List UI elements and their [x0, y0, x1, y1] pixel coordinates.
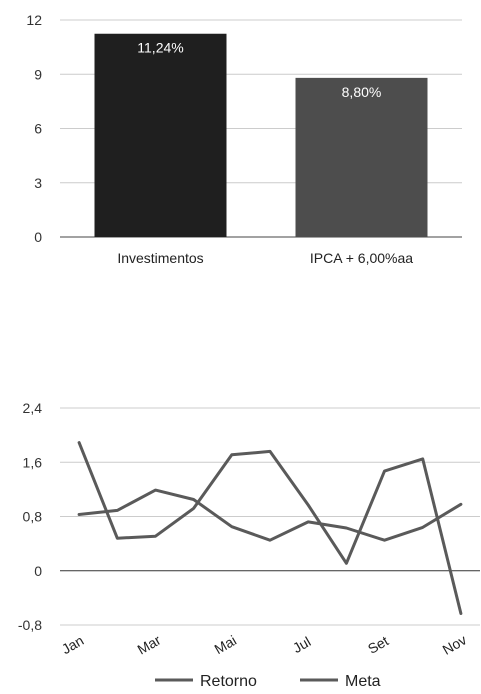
line-x-tick-label: Mai [212, 632, 240, 657]
line-y-tick-label: 0,8 [23, 509, 43, 525]
bar-category-label: IPCA + 6,00%aa [310, 250, 413, 266]
line-chart: -0,8 0 0,8 1,6 2,4 Jan Mar Mai Jul Set Nov Retorno M… [18, 400, 480, 690]
bar-chart: 0 3 6 9 12 11,24% Investimentos 8,80% IPCA + 6,0… [26, 12, 462, 266]
line-y-tick-label: 0 [34, 563, 42, 579]
bar [94, 33, 227, 237]
legend: Retorno Meta [155, 673, 381, 690]
bar [295, 77, 428, 237]
bar-data-label: 8,80% [342, 84, 382, 100]
bar-data-label: 11,24% [137, 40, 183, 56]
bar-y-tick-label: 0 [34, 229, 42, 245]
bar-y-tick-label: 3 [34, 175, 42, 191]
line-x-tick-label: Mar [135, 632, 164, 658]
line-x-tick-label: Nov [440, 632, 470, 658]
legend-label: Meta [345, 673, 381, 689]
line-x-tick-label: Jul [290, 633, 314, 656]
line-y-tick-label: -0,8 [18, 617, 42, 633]
line-x-tick-label: Jan [59, 632, 87, 657]
bar-y-tick-label: 12 [26, 12, 42, 28]
line-x-tick-label: Set [365, 632, 391, 656]
bar-category-label: Investimentos [117, 250, 203, 266]
legend-label: Retorno [200, 673, 257, 689]
line-y-tick-label: 2,4 [23, 400, 43, 416]
series-line-meta [77, 488, 463, 542]
bar-y-tick-label: 9 [34, 66, 42, 82]
series-line-retorno [77, 441, 463, 615]
line-y-tick-label: 1,6 [23, 454, 43, 470]
bar-y-tick-label: 6 [34, 121, 42, 137]
